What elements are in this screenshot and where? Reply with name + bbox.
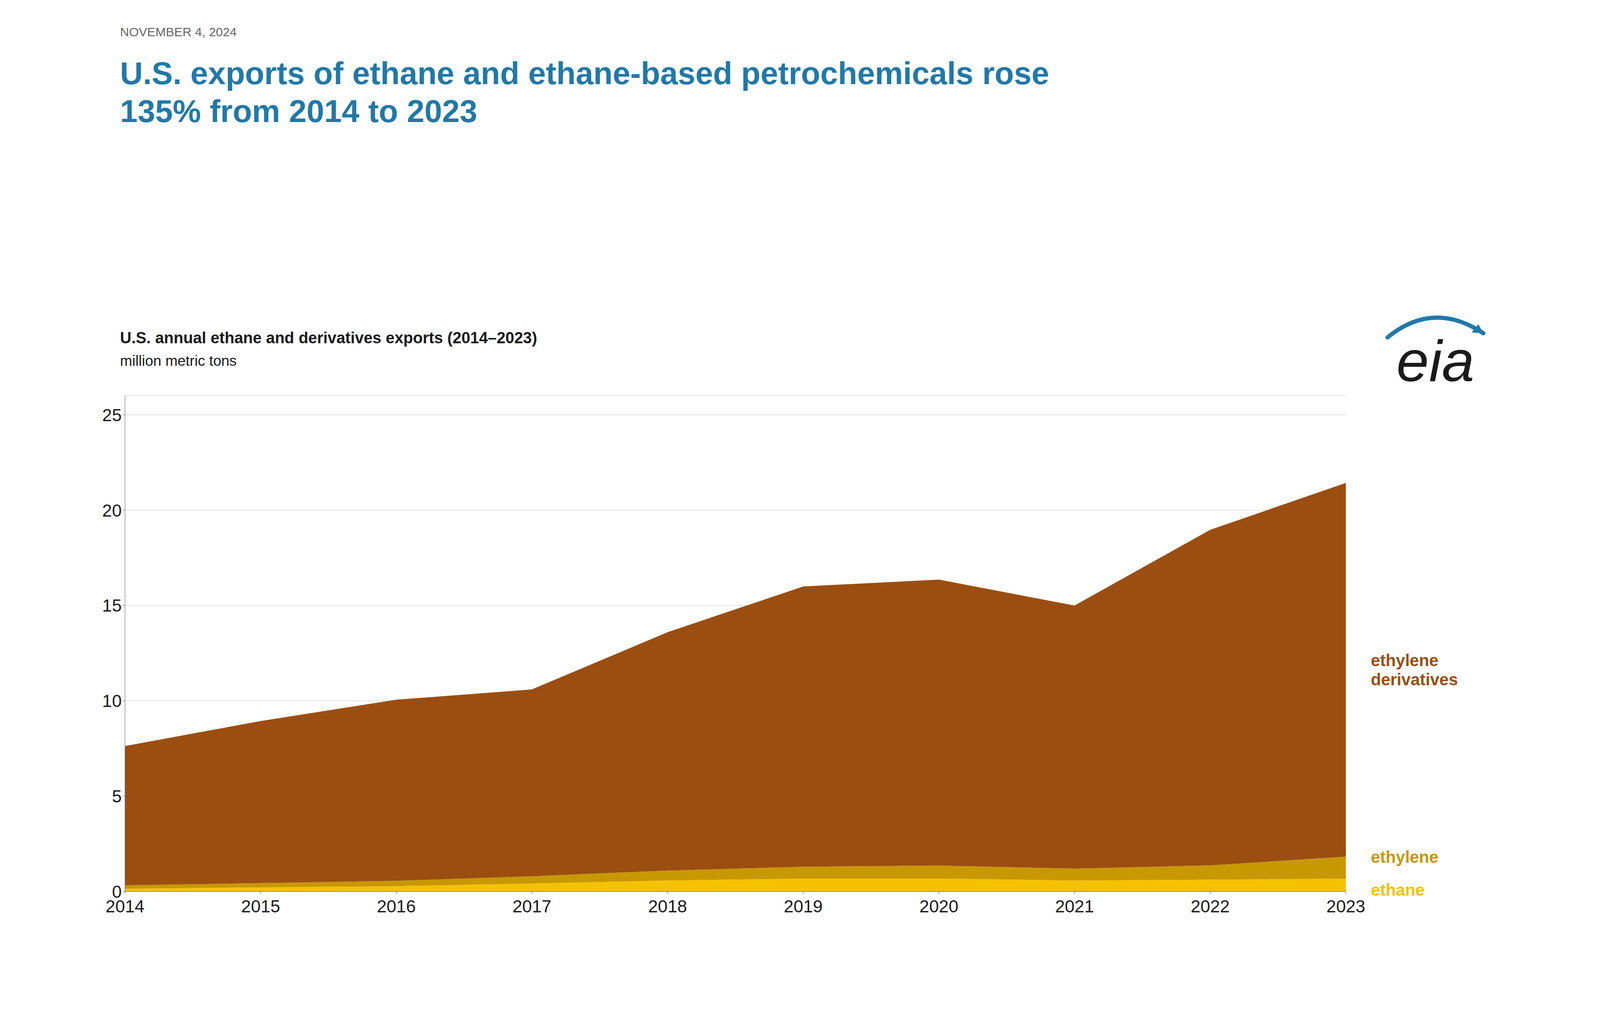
html-text:NOVEMBER 4, 2024: NOVEMBER 4, 2024 [120, 25, 237, 39]
html-text:U.S. exports of ethane and eth: U.S. exports of ethane and ethane-based … [120, 55, 1050, 91]
svg-text:2019: 2019 [783, 896, 823, 917]
svg-text:0: 0 [112, 882, 122, 902]
svg-text:10: 10 [102, 691, 122, 711]
svg-text:ethane: ethane [1370, 880, 1425, 900]
html-text:million metric tons: million metric tons [120, 352, 237, 369]
svg-text:ethylenederivatives: ethylenederivatives [1370, 651, 1458, 689]
svg-text:2020: 2020 [919, 896, 959, 917]
svg-text:ethylene: ethylene [1370, 847, 1439, 867]
html-text:U.S. annual ethane and derivat: U.S. annual ethane and derivatives expor… [120, 329, 538, 347]
svg-text:25: 25 [102, 405, 122, 425]
svg-text:2018: 2018 [648, 896, 688, 917]
svg-text:20: 20 [102, 500, 122, 521]
svg-text:2023: 2023 [1326, 896, 1365, 917]
html-text:135% from 2014 to 2023: 135% from 2014 to 2023 [120, 93, 478, 129]
svg-text:2021: 2021 [1055, 896, 1094, 917]
svg-text:eia: eia [1396, 328, 1475, 394]
svg-text:15: 15 [102, 595, 122, 616]
svg-text:2016: 2016 [376, 896, 416, 917]
svg-text:2015: 2015 [241, 896, 280, 917]
svg-text:2022: 2022 [1190, 896, 1230, 917]
svg-text:2017: 2017 [512, 896, 552, 917]
svg-text:2014: 2014 [105, 896, 145, 917]
svg-text:5: 5 [112, 786, 122, 807]
